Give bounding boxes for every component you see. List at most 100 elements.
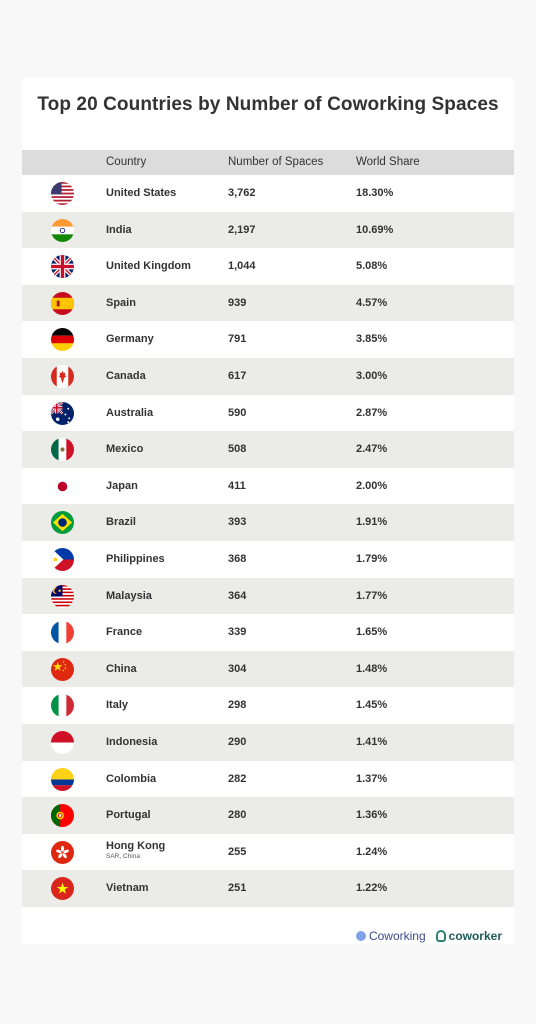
country-cell: Japan — [106, 480, 138, 492]
spaces-cell: 791 — [228, 333, 247, 346]
france-flag-icon — [51, 621, 74, 645]
country-cell: Canada — [106, 370, 146, 382]
share-cell: 1.36% — [356, 809, 388, 822]
table-row: Hong Kong SAR, China 255 1.24% — [22, 833, 514, 871]
usa-flag-icon — [51, 182, 74, 205]
coworker-logo: coworker — [435, 929, 502, 943]
spaces-cell: 298 — [228, 699, 247, 712]
country-cell: Australia — [106, 407, 153, 419]
table-row: Brazil 393 1.91% — [22, 504, 514, 541]
country-name: Hong Kong — [106, 839, 166, 852]
country-name: Germany — [106, 333, 154, 346]
share-cell: 1.24% — [356, 845, 388, 858]
country-subtext: SAR, China — [106, 852, 140, 860]
share-cell: 18.30% — [356, 187, 394, 199]
spaces-cell: 617 — [228, 369, 247, 382]
country-cell: United States — [106, 187, 176, 199]
country-name: Portugal — [106, 809, 151, 822]
share-cell: 4.57% — [356, 296, 388, 309]
share-cell: 3.00% — [356, 369, 388, 382]
country-cell: Philippines — [106, 553, 165, 565]
country-name: Malaysia — [106, 589, 152, 602]
coworker-logo-icon — [435, 930, 446, 942]
table-row: United States 3,762 18.30% — [22, 175, 514, 212]
country-cell: France — [106, 626, 142, 638]
country-cell: Germany — [106, 333, 154, 345]
indonesia-flag-icon — [51, 730, 74, 754]
country-name: France — [106, 626, 143, 639]
country-cell: Mexico — [106, 443, 143, 455]
share-cell: 1.37% — [356, 772, 388, 785]
table-row: France 339 1.65% — [22, 614, 514, 651]
country-cell: Indonesia — [106, 736, 157, 748]
country-name: Australia — [106, 406, 154, 419]
spaces-cell: 255 — [228, 845, 247, 858]
australia-flag-icon — [51, 401, 74, 425]
share-cell: 2.87% — [356, 406, 388, 419]
data-table: Country Number of Spaces World Share Uni… — [22, 150, 514, 907]
country-name: United Kingdom — [106, 260, 191, 273]
canada-flag-icon — [51, 364, 74, 388]
country-cell: India — [106, 224, 132, 236]
table-row: Mexico 508 2.47% — [22, 431, 514, 468]
country-name: Japan — [106, 479, 138, 492]
country-name: United States — [106, 187, 177, 199]
table-row: United Kingdom 1,044 5.08% — [22, 248, 514, 285]
country-cell: Italy — [106, 699, 128, 711]
country-name: Canada — [106, 369, 146, 382]
country-cell: Vietnam — [106, 882, 149, 894]
country-name: Colombia — [106, 772, 157, 785]
share-cell: 2.00% — [356, 479, 388, 492]
spaces-cell: 393 — [228, 516, 247, 529]
country-cell: Colombia — [106, 773, 156, 785]
logos: Coworking coworker — [355, 926, 502, 946]
chart-title: Top 20 Countries by Number of Coworking … — [37, 94, 499, 115]
country-cell: Brazil — [106, 516, 136, 528]
country-name: China — [106, 662, 137, 675]
malaysia-flag-icon — [51, 584, 74, 608]
spaces-cell: 2,197 — [228, 223, 256, 236]
share-cell: 1.48% — [356, 662, 388, 675]
table-row: Germany 791 3.85% — [22, 321, 514, 358]
share-cell: 1.22% — [356, 882, 388, 895]
spaces-cell: 251 — [228, 882, 247, 895]
coworking-resources-logo-icon — [355, 931, 366, 941]
coworking-resources-logo: Coworking — [355, 929, 426, 943]
country-name: Mexico — [106, 443, 144, 456]
share-cell: 3.85% — [356, 333, 388, 346]
vietnam-flag-icon — [51, 877, 74, 901]
coworker-logo-text: coworker — [448, 929, 502, 943]
country-name: Italy — [106, 699, 129, 712]
column-header-country: Country — [106, 156, 147, 168]
spaces-cell: 280 — [228, 809, 247, 822]
spaces-cell: 290 — [228, 735, 247, 748]
country-cell: United Kingdom — [106, 260, 191, 272]
share-cell: 1.77% — [356, 589, 388, 602]
share-cell: 1.41% — [356, 735, 388, 748]
share-cell: 1.65% — [356, 626, 388, 639]
spaces-cell: 1,044 — [228, 260, 256, 273]
spaces-cell: 939 — [228, 296, 247, 309]
spaces-cell: 339 — [228, 626, 247, 639]
spaces-cell: 304 — [228, 662, 247, 675]
china-flag-icon — [51, 657, 74, 681]
brazil-flag-icon — [51, 511, 74, 535]
table-row: Malaysia 364 1.77% — [22, 577, 514, 615]
share-cell: 10.69% — [356, 223, 394, 236]
spain-flag-icon — [51, 291, 74, 315]
table-row: Philippines 368 1.79% — [22, 540, 514, 578]
hongkong-flag-icon — [51, 840, 74, 864]
spaces-cell: 508 — [228, 443, 247, 456]
table-row: Portugal 280 1.36% — [22, 797, 514, 834]
table-row: Colombia 282 1.37% — [22, 760, 514, 798]
column-header-share: World Share — [356, 156, 420, 168]
column-header-spaces: Number of Spaces — [228, 156, 324, 168]
share-cell: 5.08% — [356, 260, 388, 273]
uk-flag-icon — [51, 255, 74, 279]
country-cell: China — [106, 663, 137, 675]
table-header: Country Number of Spaces World Share — [22, 150, 514, 175]
coworking-resources-logo-text: Coworking — [368, 929, 426, 943]
country-cell: Malaysia — [106, 590, 152, 602]
germany-flag-icon — [51, 328, 74, 352]
spaces-cell: 411 — [228, 479, 246, 492]
